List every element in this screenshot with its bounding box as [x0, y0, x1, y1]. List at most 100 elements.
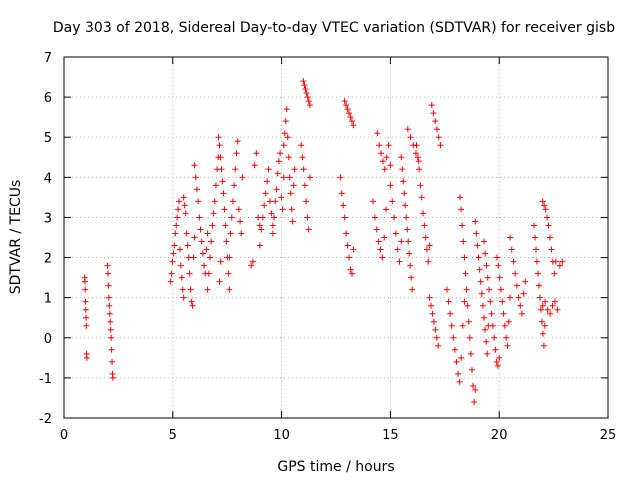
- data-point: [556, 262, 563, 269]
- data-point: [430, 110, 437, 117]
- axis-ticks: [63, 56, 609, 419]
- data-point: [531, 222, 538, 229]
- data-point: [279, 206, 286, 213]
- data-point: [497, 286, 504, 293]
- data-point: [238, 230, 245, 237]
- data-point: [170, 250, 177, 257]
- data-point: [258, 226, 265, 233]
- data-point: [269, 230, 276, 237]
- data-point: [425, 258, 432, 265]
- data-point: [428, 102, 435, 109]
- x-tick-label: 15: [382, 428, 399, 443]
- data-point: [402, 202, 409, 209]
- data-point: [542, 206, 549, 213]
- data-point: [500, 310, 507, 317]
- data-point: [536, 294, 543, 301]
- data-point: [394, 246, 401, 253]
- data-point: [459, 322, 466, 329]
- data-point: [423, 246, 430, 253]
- data-point: [274, 170, 281, 177]
- data-point: [298, 142, 305, 149]
- data-point: [482, 326, 489, 333]
- data-points: [81, 78, 566, 405]
- data-point: [429, 310, 436, 317]
- data-point: [233, 150, 240, 157]
- data-point: [231, 182, 238, 189]
- data-point: [346, 110, 353, 117]
- data-point: [539, 302, 546, 309]
- data-point: [494, 254, 501, 261]
- data-point: [176, 246, 183, 253]
- data-point: [404, 126, 411, 133]
- data-point: [283, 106, 290, 113]
- data-point: [191, 234, 198, 241]
- data-point: [179, 286, 186, 293]
- data-point: [462, 270, 469, 277]
- y-tick-label: -1: [39, 372, 52, 387]
- data-point: [396, 258, 403, 265]
- data-point: [104, 262, 111, 269]
- data-point: [306, 174, 313, 181]
- y-tick-labels: -2 -1 0 1 2 3 4 5 6 7: [39, 51, 52, 427]
- data-point: [432, 118, 439, 125]
- data-point: [303, 198, 310, 205]
- data-point: [399, 166, 406, 173]
- data-point: [108, 346, 115, 353]
- data-point: [109, 358, 116, 365]
- data-point: [420, 210, 427, 217]
- x-axis-label: GPS time / hours: [277, 459, 394, 475]
- data-point: [482, 250, 489, 257]
- data-point: [520, 290, 527, 297]
- data-point: [387, 182, 394, 189]
- data-point: [221, 206, 228, 213]
- data-point: [448, 322, 455, 329]
- data-point: [299, 154, 306, 161]
- data-point: [466, 334, 473, 341]
- data-point: [407, 134, 414, 141]
- data-point: [83, 354, 90, 361]
- x-tick-label: 5: [169, 428, 177, 443]
- data-point: [416, 166, 423, 173]
- y-tick-label: -2: [39, 412, 52, 427]
- data-point: [350, 246, 357, 253]
- data-point: [512, 270, 519, 277]
- data-point: [504, 342, 511, 349]
- data-point: [467, 350, 474, 357]
- data-point: [374, 130, 381, 137]
- data-point: [216, 142, 223, 149]
- data-point: [385, 142, 392, 149]
- data-point: [471, 398, 478, 405]
- data-point: [412, 150, 419, 157]
- data-point: [549, 302, 556, 309]
- data-point: [477, 278, 484, 285]
- data-point: [186, 270, 193, 277]
- data-point: [445, 298, 452, 305]
- data-point: [457, 194, 464, 201]
- data-point: [304, 214, 311, 221]
- data-point: [271, 214, 278, 221]
- data-point: [346, 254, 353, 261]
- data-point: [180, 294, 187, 301]
- data-point: [551, 270, 558, 277]
- data-point: [533, 258, 540, 265]
- data-point: [469, 366, 475, 373]
- data-point: [552, 258, 559, 265]
- data-point: [554, 306, 561, 313]
- data-point: [381, 234, 388, 241]
- data-point: [515, 294, 522, 301]
- data-point: [239, 174, 246, 181]
- data-point: [256, 242, 263, 249]
- data-point: [183, 230, 190, 237]
- data-point: [415, 158, 422, 165]
- data-point: [302, 86, 309, 93]
- data-point: [510, 258, 517, 265]
- data-point: [278, 194, 285, 201]
- data-point: [235, 206, 242, 213]
- data-point: [383, 154, 390, 161]
- data-point: [369, 198, 376, 205]
- data-point: [301, 82, 308, 89]
- data-point: [338, 190, 345, 197]
- data-point: [218, 166, 225, 173]
- data-point: [190, 254, 197, 261]
- data-point: [251, 162, 258, 169]
